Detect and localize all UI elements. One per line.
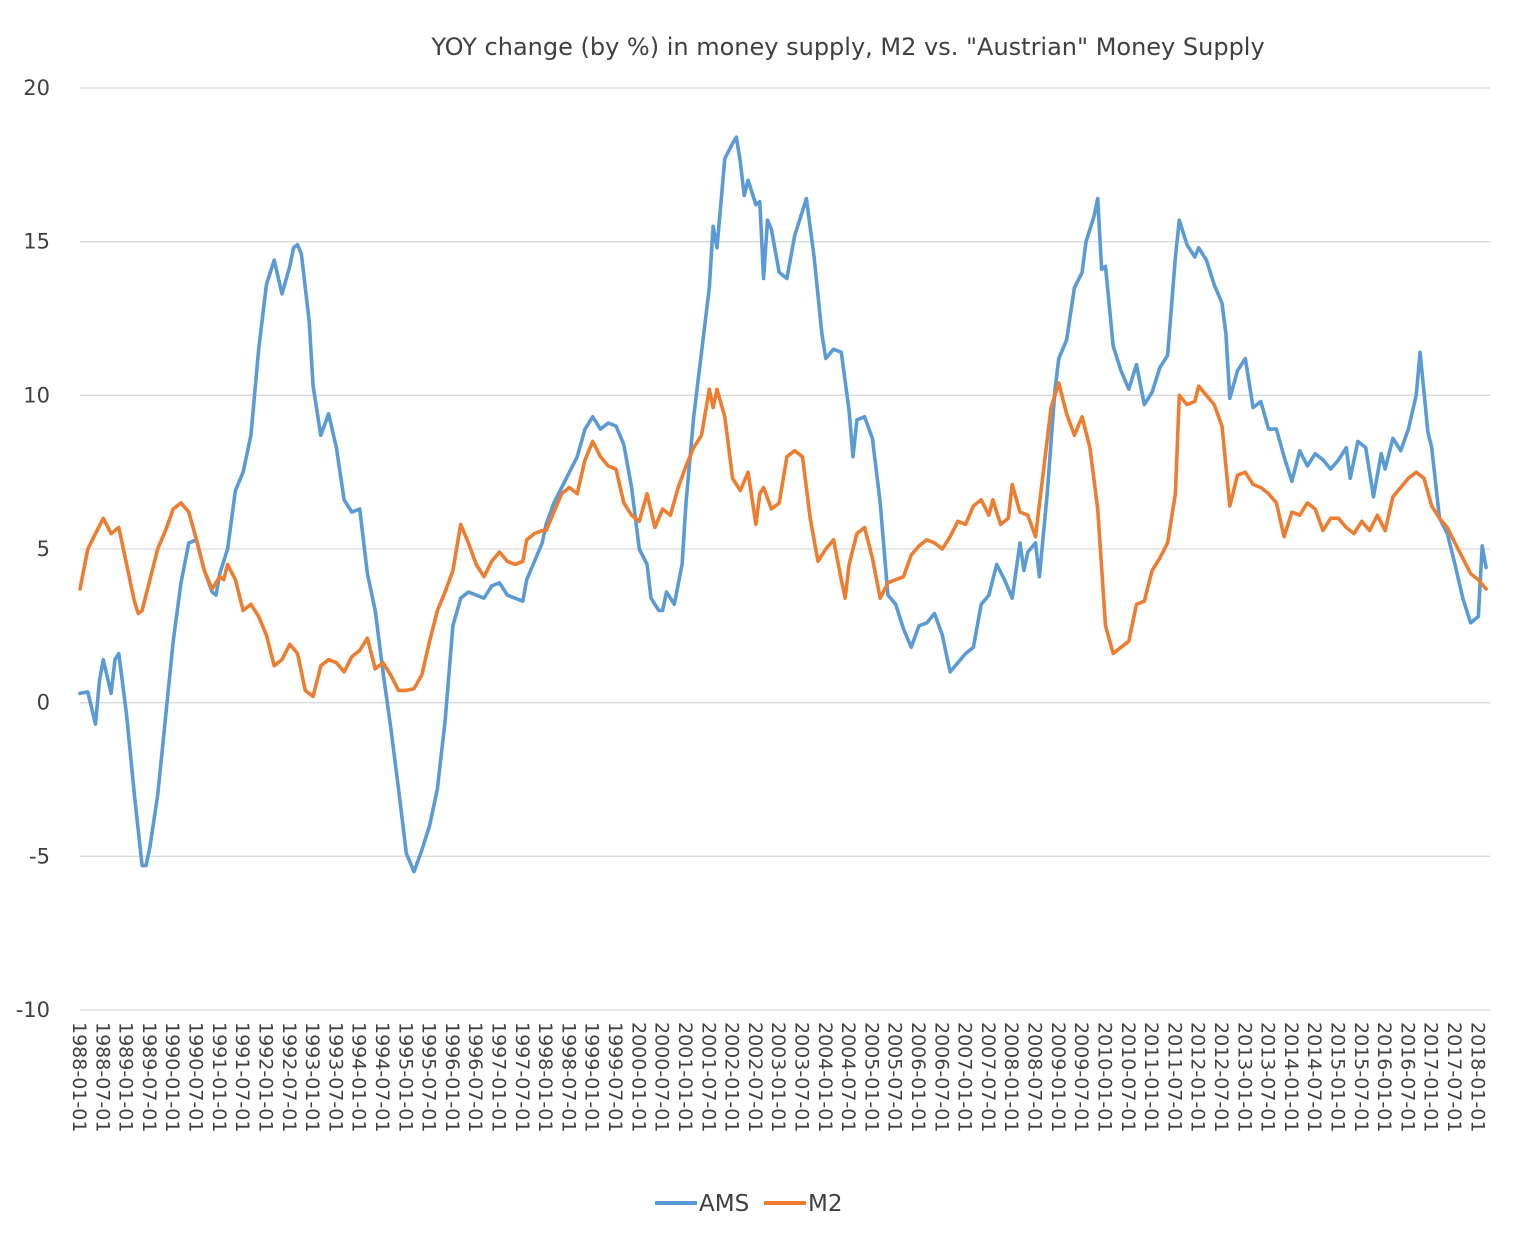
x-tick-label: 1999-07-01 (604, 1022, 626, 1132)
x-tick-label: 2017-01-01 (1420, 1022, 1442, 1132)
x-tick-label: 2015-07-01 (1350, 1022, 1372, 1132)
y-tick-label: 20 (23, 76, 50, 100)
x-tick-label: 1990-07-01 (185, 1022, 207, 1132)
x-tick-label: 1991-07-01 (231, 1022, 253, 1132)
x-tick-label: 1994-01-01 (348, 1022, 370, 1132)
series-line-m2 (78, 381, 1488, 699)
x-tick-label: 2003-01-01 (767, 1022, 789, 1132)
x-tick-label: 1995-07-01 (418, 1022, 440, 1132)
y-tick-label: 10 (23, 383, 50, 407)
y-tick-label: 0 (37, 691, 50, 715)
x-tick-label: 2012-07-01 (1210, 1022, 1232, 1132)
x-tick-label: 1988-01-01 (68, 1022, 90, 1132)
x-tick-label: 2008-07-01 (1024, 1022, 1046, 1132)
x-tick-label: 1993-07-01 (324, 1022, 346, 1132)
x-tick-label: 2007-07-01 (977, 1022, 999, 1132)
x-tick-label: 2017-07-01 (1443, 1022, 1465, 1132)
x-axis-ticks: 1988-01-01 1988-07-01 1989-01-01 1989-07-01… (68, 1022, 1488, 1132)
x-tick-label: 2009-07-01 (1070, 1022, 1092, 1132)
x-tick-label: 2018-01-01 (1466, 1022, 1488, 1132)
x-tick-label: 2008-01-01 (1000, 1022, 1022, 1132)
x-tick-label: 1999-01-01 (581, 1022, 603, 1132)
x-tick-label: 2002-01-01 (721, 1022, 743, 1132)
y-tick-label: 15 (23, 230, 50, 254)
x-tick-label: 2010-01-01 (1094, 1022, 1116, 1132)
x-tick-label: 2009-01-01 (1047, 1022, 1069, 1132)
x-tick-label: 1996-07-01 (464, 1022, 486, 1132)
x-tick-label: 1998-01-01 (534, 1022, 556, 1132)
x-tick-label: 1995-01-01 (394, 1022, 416, 1132)
x-tick-label: 2011-07-01 (1163, 1022, 1185, 1132)
x-tick-label: 1997-01-01 (488, 1022, 510, 1132)
x-tick-label: 2005-01-01 (860, 1022, 882, 1132)
x-tick-label: 1991-01-01 (208, 1022, 230, 1132)
x-tick-label: 2012-01-01 (1187, 1022, 1209, 1132)
legend: AMS M2 (655, 1191, 842, 1217)
gridlines (80, 87, 1490, 1011)
x-tick-label: 2016-07-01 (1396, 1022, 1418, 1132)
y-tick-label: -5 (29, 844, 50, 868)
x-tick-label: 2006-07-01 (930, 1022, 952, 1132)
x-tick-label: 2011-01-01 (1140, 1022, 1162, 1132)
x-tick-label: 1990-01-01 (161, 1022, 183, 1132)
x-tick-label: 1996-01-01 (441, 1022, 463, 1132)
x-tick-label: 2003-07-01 (791, 1022, 813, 1132)
legend-label-m2: M2 (808, 1191, 842, 1217)
chart-title: YOY change (by %) in money supply, M2 vs… (430, 33, 1264, 61)
x-tick-label: 2002-07-01 (744, 1022, 766, 1132)
y-tick-label: -10 (16, 998, 50, 1022)
x-tick-label: 1989-01-01 (115, 1022, 137, 1132)
x-tick-label: 2001-01-01 (674, 1022, 696, 1132)
x-tick-label: 2001-07-01 (697, 1022, 719, 1132)
x-tick-label: 2010-07-01 (1117, 1022, 1139, 1132)
x-tick-label: 2014-01-01 (1280, 1022, 1302, 1132)
x-tick-label: 1994-07-01 (371, 1022, 393, 1132)
x-tick-label: 1988-07-01 (91, 1022, 113, 1132)
legend-label-ams: AMS (699, 1191, 749, 1217)
x-tick-label: 2013-07-01 (1257, 1022, 1279, 1132)
y-axis-ticks: -10 -5 0 5 10 15 20 (16, 76, 50, 1022)
x-tick-label: 2004-07-01 (837, 1022, 859, 1132)
x-tick-label: 2000-01-01 (627, 1022, 649, 1132)
x-tick-label: 1997-07-01 (511, 1022, 533, 1132)
x-tick-label: 1989-07-01 (138, 1022, 160, 1132)
x-tick-label: 2014-07-01 (1303, 1022, 1325, 1132)
series-line-ams (78, 135, 1488, 874)
x-tick-label: 2015-01-01 (1327, 1022, 1349, 1132)
series-lines (78, 135, 1488, 874)
x-tick-label: 2006-01-01 (907, 1022, 929, 1132)
x-tick-label: 2000-07-01 (651, 1022, 673, 1132)
y-tick-label: 5 (37, 537, 50, 561)
x-tick-label: 1998-07-01 (557, 1022, 579, 1132)
x-tick-label: 2005-07-01 (884, 1022, 906, 1132)
x-tick-label: 1992-01-01 (254, 1022, 276, 1132)
x-tick-label: 2016-01-01 (1373, 1022, 1395, 1132)
x-tick-label: 2013-01-01 (1233, 1022, 1255, 1132)
x-tick-label: 2007-01-01 (954, 1022, 976, 1132)
x-tick-label: 1992-07-01 (278, 1022, 300, 1132)
x-tick-label: 1993-01-01 (301, 1022, 323, 1132)
x-tick-label: 2004-01-01 (814, 1022, 836, 1132)
